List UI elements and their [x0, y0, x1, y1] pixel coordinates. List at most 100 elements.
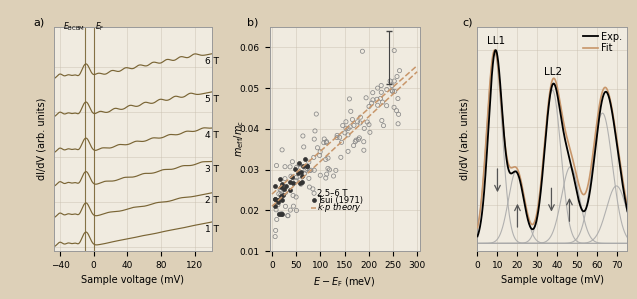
Text: 6 T: 6 T: [205, 57, 219, 66]
Point: [361, 95, 371, 100]
Point: [277, 147, 287, 152]
Point: [294, 171, 304, 176]
Point: [299, 156, 310, 161]
Point: [315, 173, 326, 178]
Point: [364, 104, 374, 109]
Point: [275, 197, 285, 202]
Point: [348, 143, 359, 148]
Point: [302, 164, 312, 168]
Point: [280, 164, 290, 169]
Point: [271, 163, 282, 168]
Point: [382, 103, 392, 108]
Text: 1 T: 1 T: [205, 225, 219, 234]
Point: [291, 208, 301, 213]
Point: [271, 228, 281, 233]
Point: [279, 186, 289, 191]
Point: [315, 149, 326, 154]
Point: [389, 79, 399, 83]
Point: [315, 153, 325, 158]
Point: [297, 180, 307, 185]
Point: [304, 185, 315, 190]
Text: LL1: LL1: [487, 36, 506, 46]
Point: [362, 120, 372, 124]
X-axis label: Sample voltage (mV): Sample voltage (mV): [82, 275, 184, 286]
Point: [278, 193, 289, 197]
Point: [291, 175, 301, 180]
Text: $E_{\mathrm{F}}$: $E_{\mathrm{F}}$: [94, 20, 104, 33]
Point: [376, 90, 387, 95]
Point: [308, 187, 318, 191]
Point: [304, 176, 314, 181]
Point: [334, 135, 345, 140]
Point: [276, 212, 286, 217]
Point: [355, 120, 365, 125]
Point: [351, 138, 361, 143]
Point: [345, 97, 355, 101]
Point: [365, 130, 375, 135]
Point: [291, 178, 301, 183]
Point: [288, 193, 298, 198]
Point: [309, 191, 319, 196]
Point: [378, 100, 388, 105]
Point: [387, 83, 397, 88]
Point: [276, 193, 286, 198]
Text: Tsui (1971): Tsui (1971): [317, 196, 364, 205]
Point: [349, 123, 359, 128]
Point: [322, 172, 332, 176]
Point: [387, 89, 397, 94]
Point: [387, 89, 397, 93]
Point: [354, 137, 364, 142]
Point: [359, 148, 369, 152]
Text: 2.5–6 T: 2.5–6 T: [317, 189, 348, 198]
Point: [354, 135, 364, 140]
X-axis label: Sample voltage (mV): Sample voltage (mV): [501, 275, 604, 286]
Point: [336, 140, 347, 145]
Point: [319, 137, 329, 141]
Point: [323, 166, 333, 171]
Y-axis label: dI/dV (arb. units): dI/dV (arb. units): [460, 98, 470, 180]
Point: [281, 184, 291, 188]
Point: [297, 164, 308, 169]
Point: [343, 132, 353, 137]
Point: [303, 164, 313, 168]
Point: [320, 157, 331, 162]
Point: [277, 198, 287, 203]
Point: [366, 101, 376, 106]
Point: [393, 96, 403, 101]
Point: [385, 79, 395, 83]
Text: 2 T: 2 T: [205, 196, 218, 205]
Point: [294, 161, 304, 165]
Point: [277, 181, 287, 186]
Point: [283, 213, 293, 218]
Point: [271, 217, 282, 222]
Point: [352, 119, 362, 124]
Point: [376, 83, 386, 88]
Text: 4 T: 4 T: [205, 131, 218, 140]
Point: [355, 115, 366, 120]
Text: LL2: LL2: [545, 67, 562, 77]
Text: a): a): [34, 18, 45, 28]
Point: [392, 74, 402, 79]
Point: [270, 184, 280, 189]
Point: [296, 182, 306, 187]
Point: [376, 118, 387, 123]
Point: [276, 212, 287, 217]
Y-axis label: dI/dV (arb. units): dI/dV (arb. units): [36, 98, 47, 180]
Point: [270, 196, 280, 201]
Point: [392, 108, 402, 113]
Point: [299, 171, 310, 176]
Point: [331, 168, 341, 173]
Point: [275, 212, 285, 216]
Point: [368, 97, 378, 102]
Point: [280, 190, 290, 195]
Point: [346, 109, 356, 114]
Point: [274, 191, 284, 196]
Point: [274, 212, 284, 217]
Point: [390, 89, 400, 94]
Point: [287, 159, 297, 164]
Point: [357, 49, 368, 54]
Point: [275, 187, 285, 192]
Point: [291, 195, 301, 199]
Text: $E_{\mathrm{BCBM}}$: $E_{\mathrm{BCBM}}$: [63, 20, 85, 33]
Text: c): c): [462, 18, 473, 28]
